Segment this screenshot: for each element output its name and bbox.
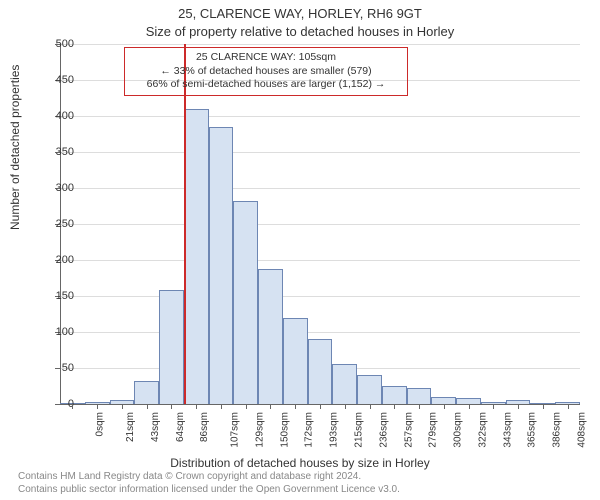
plot-area: 25 CLARENCE WAY: 105sqm← 33% of detached… [60, 44, 580, 404]
annotation-line: 25 CLARENCE WAY: 105sqm [131, 51, 401, 65]
x-tick-mark [270, 404, 271, 409]
x-tick-mark [543, 404, 544, 409]
x-axis-label: Distribution of detached houses by size … [0, 456, 600, 470]
x-tick-label: 193sqm [329, 412, 340, 448]
gridline [60, 332, 580, 333]
x-tick-mark [444, 404, 445, 409]
x-tick-mark [320, 404, 321, 409]
annotation-line: ← 33% of detached houses are smaller (57… [131, 65, 401, 79]
x-tick-label: 322sqm [477, 412, 488, 448]
x-tick-mark [518, 404, 519, 409]
x-tick-mark [171, 404, 172, 409]
x-tick-mark [295, 404, 296, 409]
annotation-line: 66% of semi-detached houses are larger (… [131, 78, 401, 92]
y-tick-label: 250 [44, 218, 74, 230]
gridline [60, 260, 580, 261]
y-tick-label: 100 [44, 326, 74, 338]
x-tick-label: 150sqm [279, 412, 290, 448]
y-tick-label: 350 [44, 146, 74, 158]
chart-title-main: 25, CLARENCE WAY, HORLEY, RH6 9GT [0, 6, 600, 21]
x-tick-mark [394, 404, 395, 409]
gridline [60, 296, 580, 297]
x-tick-mark [196, 404, 197, 409]
x-tick-label: 365sqm [527, 412, 538, 448]
histogram-bar [407, 388, 432, 404]
y-tick-label: 150 [44, 290, 74, 302]
x-tick-mark [147, 404, 148, 409]
y-tick-label: 400 [44, 110, 74, 122]
histogram-bar [283, 318, 308, 404]
x-tick-label: 386sqm [552, 412, 563, 448]
histogram-bar [332, 364, 357, 404]
x-tick-label: 236sqm [378, 412, 389, 448]
x-tick-label: 107sqm [230, 412, 241, 448]
x-tick-mark [469, 404, 470, 409]
gridline [60, 152, 580, 153]
histogram-bar [308, 339, 333, 404]
footer-line-1: Contains HM Land Registry data © Crown c… [18, 470, 400, 483]
histogram-bar [357, 375, 382, 404]
chart-footer: Contains HM Land Registry data © Crown c… [18, 470, 400, 496]
x-tick-mark [246, 404, 247, 409]
gridline [60, 224, 580, 225]
y-tick-label: 0 [44, 398, 74, 410]
y-tick-label: 300 [44, 182, 74, 194]
gridline [60, 188, 580, 189]
x-tick-label: 343sqm [502, 412, 513, 448]
y-tick-label: 500 [44, 38, 74, 50]
gridline [60, 44, 580, 45]
x-tick-label: 64sqm [175, 412, 186, 442]
y-tick-label: 200 [44, 254, 74, 266]
histogram-bar [134, 381, 159, 404]
histogram-bar [382, 386, 407, 404]
histogram-bar [159, 290, 184, 404]
x-tick-mark [370, 404, 371, 409]
x-tick-mark [221, 404, 222, 409]
x-tick-mark [122, 404, 123, 409]
histogram-bar [431, 397, 456, 404]
x-tick-label: 172sqm [304, 412, 315, 448]
x-tick-mark [568, 404, 569, 409]
histogram-bar [184, 109, 209, 404]
x-tick-label: 86sqm [199, 412, 210, 442]
x-tick-label: 300sqm [453, 412, 464, 448]
x-tick-label: 257sqm [403, 412, 414, 448]
gridline [60, 116, 580, 117]
y-axis-label: Number of detached properties [8, 65, 22, 230]
x-tick-mark [493, 404, 494, 409]
x-tick-label: 0sqm [95, 412, 106, 436]
x-tick-label: 129sqm [255, 412, 266, 448]
histogram-bar [233, 201, 258, 404]
x-tick-mark [419, 404, 420, 409]
histogram-bar [209, 127, 234, 404]
y-tick-label: 50 [44, 362, 74, 374]
x-tick-label: 43sqm [150, 412, 161, 442]
property-marker-line [184, 44, 186, 404]
x-tick-label: 408sqm [576, 412, 587, 448]
histogram-bar [258, 269, 283, 404]
annotation-box: 25 CLARENCE WAY: 105sqm← 33% of detached… [124, 47, 408, 96]
footer-line-2: Contains public sector information licen… [18, 483, 400, 496]
x-tick-label: 279sqm [428, 412, 439, 448]
x-tick-label: 215sqm [354, 412, 365, 448]
y-tick-label: 450 [44, 74, 74, 86]
x-tick-mark [97, 404, 98, 409]
x-tick-mark [72, 404, 73, 409]
x-tick-label: 21sqm [125, 412, 136, 442]
x-tick-mark [345, 404, 346, 409]
property-size-chart: 25, CLARENCE WAY, HORLEY, RH6 9GT Size o… [0, 0, 600, 500]
chart-title-sub: Size of property relative to detached ho… [0, 24, 600, 39]
